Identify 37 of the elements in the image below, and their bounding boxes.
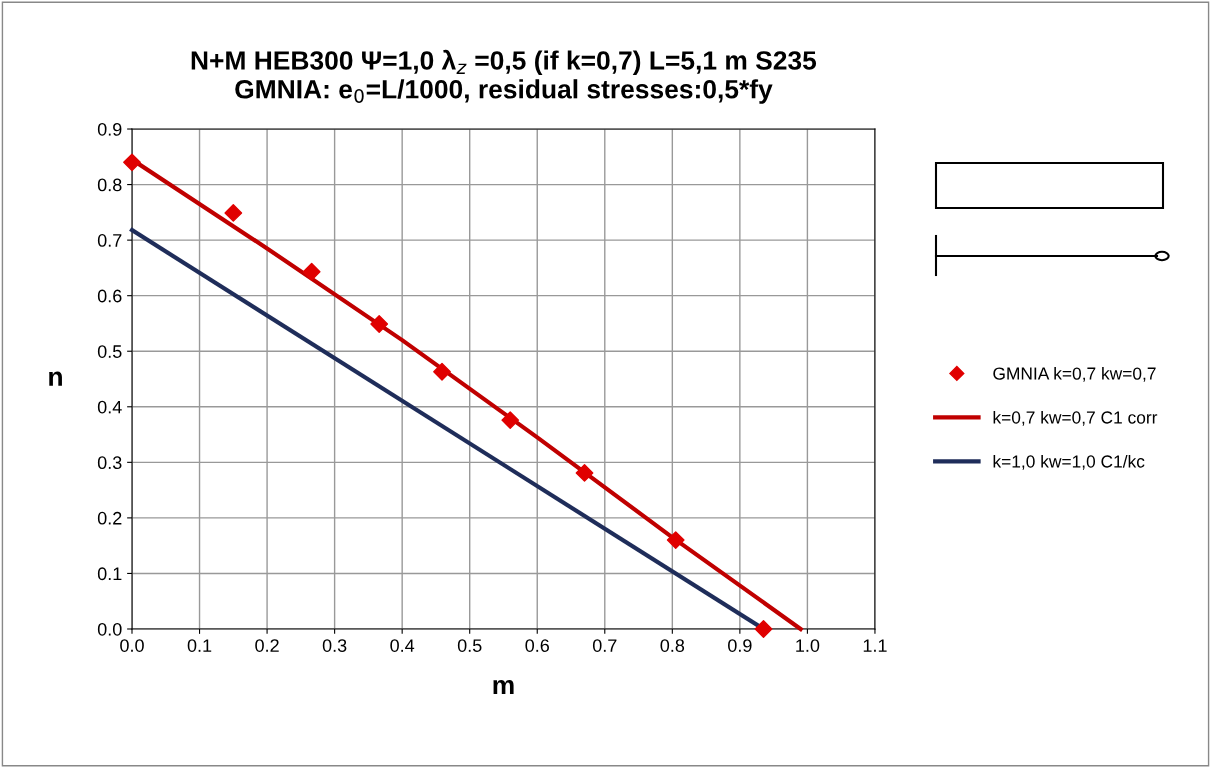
- x-tick-label: 0.9: [728, 639, 752, 652]
- point: [501, 411, 520, 430]
- x-tick-label: 1.1: [863, 639, 887, 652]
- legend-label: GMNIA k=0,7 kw=0,7: [993, 366, 1156, 382]
- point: [224, 203, 243, 222]
- y-tick-label: 0.5: [97, 345, 122, 358]
- y-axis-title: n: [49, 371, 62, 386]
- point: [370, 315, 389, 333]
- y-tick-label: 0.2: [97, 511, 122, 525]
- x-tick-label: 0.1: [187, 639, 212, 652]
- x-tick-label: 0.7: [592, 639, 617, 652]
- chart-title: N+M HEB300 Ψ=1,0 λ$_{z}$ =0,5 (if k=0,7) L=5,1 m S235 GMNIA: e$_{0}$=L/1000, residual stresses:0,5*fy: [191, 49, 817, 104]
- point: [666, 531, 685, 550]
- x-tick-label: 0.4: [390, 639, 415, 652]
- x-tick-label: 1.0: [796, 639, 820, 652]
- x-tick-label: 0.0: [120, 639, 144, 652]
- x-tick-label: 0.2: [255, 639, 279, 652]
- point: [754, 620, 773, 638]
- x-tick-label: 0.6: [525, 639, 549, 652]
- y-tick-label: 0.6: [97, 289, 122, 303]
- x-axis-title: m: [493, 679, 514, 695]
- x-tick-label: 0.5: [457, 639, 482, 652]
- y-tick-label: 0.4: [97, 400, 122, 414]
- point: [433, 362, 451, 381]
- x-tick-label: 0.3: [322, 639, 347, 652]
- point: [302, 262, 321, 281]
- y-tick-label: 0.7: [97, 234, 122, 247]
- point: [575, 463, 594, 482]
- y-tick-label: 0.3: [97, 456, 122, 470]
- point: [123, 153, 141, 172]
- y-tick-label: 0.9: [97, 122, 122, 136]
- y-tick-label: 0.8: [97, 178, 122, 192]
- y-tick-label: 0.1: [97, 567, 122, 581]
- y-tick-label: 0.0: [97, 622, 122, 636]
- legend-label: k=1,0 kw=1,0 C1/kc: [993, 454, 1145, 470]
- x-tick-label: 0.8: [660, 639, 685, 652]
- legend-label: k=0,7 kw=0,7 C1 corr: [993, 410, 1158, 426]
